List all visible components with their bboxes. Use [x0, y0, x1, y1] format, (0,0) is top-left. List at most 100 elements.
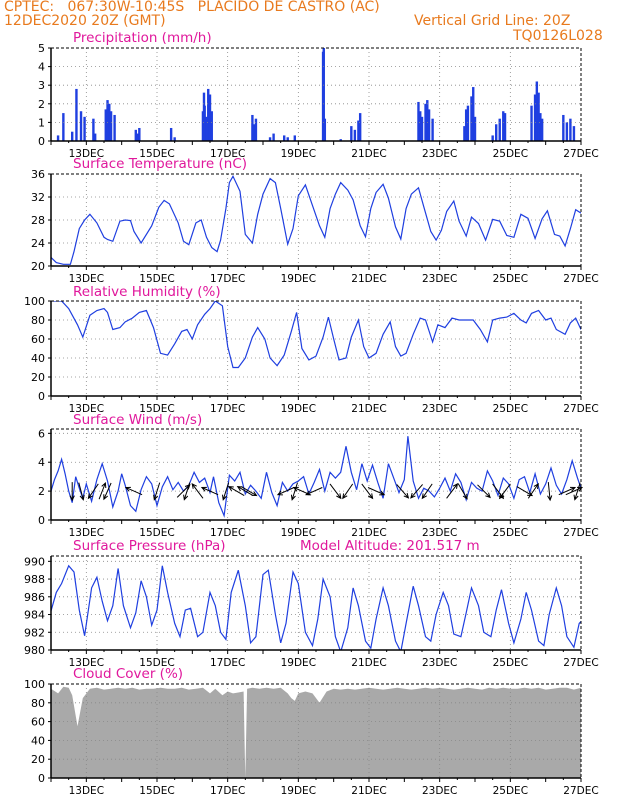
panel-2: 0 20 40 60 80 100 13DEC 15DEC 17DEC 19DEC 21DEC 23D… — [24, 284, 599, 415]
y-tick-label: 1 — [38, 116, 45, 129]
precip-bar — [350, 126, 353, 141]
x-tick-label: 17DEC — [210, 785, 245, 797]
precip-bar — [108, 103, 111, 141]
x-tick-label: 23DEC — [422, 527, 457, 539]
x-tick-label: 27DEC — [563, 527, 598, 539]
precip-bar — [92, 118, 95, 141]
x-tick-label: 23DEC — [422, 273, 457, 285]
y-tick-label: 100 — [24, 678, 45, 691]
x-tick-label: 15DEC — [139, 273, 174, 285]
x-tick-label: 19DEC — [281, 785, 316, 797]
wind-arrow — [547, 482, 553, 502]
y-tick-label: 6 — [38, 427, 45, 440]
x-tick-label: 23DEC — [422, 785, 457, 797]
precip-bar — [106, 100, 109, 141]
wind-arrow — [367, 487, 386, 496]
wind-arrow — [78, 482, 85, 501]
precip-bar — [470, 96, 473, 141]
y-tick-label: 0 — [38, 390, 45, 403]
precip-bar — [427, 109, 431, 141]
precip-bar — [323, 118, 327, 141]
y-tick-label: 3 — [38, 79, 45, 92]
wind-arrow — [558, 486, 577, 496]
precip-bar — [113, 114, 116, 141]
y-tick-label: 984 — [24, 609, 45, 622]
x-tick-label: 27DEC — [563, 657, 598, 669]
precip-bar — [569, 118, 572, 141]
series-line — [51, 436, 581, 519]
x-tick-label: 21DEC — [351, 148, 386, 160]
wind-arrow — [342, 483, 354, 500]
x-tick-label: 19DEC — [281, 403, 316, 415]
x-tick-label: 25DEC — [493, 785, 528, 797]
panel-title: Surface Wind (m/s) — [73, 412, 202, 428]
y-tick-label: 20 — [31, 260, 45, 273]
precip-bar — [495, 124, 498, 141]
panel-3: 0 2 4 6 13DEC 15DEC 17DEC 19DEC 21DEC 23DEC 25DEC 2… — [38, 412, 599, 539]
precip-bar — [539, 113, 542, 141]
precip-bar — [417, 101, 420, 141]
precip-bar — [283, 135, 286, 141]
y-tick-label: 2 — [38, 485, 45, 498]
x-tick-label: 21DEC — [351, 527, 386, 539]
precip-bar — [207, 88, 210, 141]
precip-bar — [203, 105, 206, 141]
precip-bar — [562, 114, 565, 141]
y-tick-label: 5 — [38, 42, 45, 55]
x-tick-label: 17DEC — [210, 273, 245, 285]
precip-bar — [464, 109, 468, 141]
x-tick-label: 27DEC — [563, 403, 598, 415]
x-tick-label: 19DEC — [281, 273, 316, 285]
wind-arrow — [191, 482, 204, 499]
x-tick-label: 23DEC — [422, 403, 457, 415]
precip-bar — [205, 116, 208, 141]
y-tick-label: 100 — [24, 295, 45, 308]
x-tick-label: 15DEC — [139, 527, 174, 539]
x-tick-label: 27DEC — [563, 148, 598, 160]
wind-arrow — [183, 482, 191, 501]
precip-bar — [339, 139, 342, 141]
panel-title: Relative Humidity (%) — [73, 284, 221, 300]
panel-title: Cloud Cover (%) — [73, 666, 183, 682]
precip-bar — [169, 127, 173, 141]
precip-bar — [75, 88, 78, 141]
precip-bar — [472, 87, 475, 141]
precip-bar — [286, 137, 289, 141]
y-tick-label: 0 — [38, 135, 45, 148]
header-model-code: TQ0126L028 — [513, 28, 603, 44]
x-tick-label: 23DEC — [422, 657, 457, 669]
precip-bar — [503, 113, 507, 141]
precip-bar — [535, 81, 539, 141]
y-tick-label: 988 — [24, 573, 45, 586]
x-tick-label: 21DEC — [351, 403, 386, 415]
wind-arrow — [329, 483, 342, 500]
x-tick-label: 21DEC — [351, 785, 386, 797]
precip-bar — [254, 118, 258, 141]
precip-bar — [268, 137, 272, 141]
panel-title: Precipitation (mm/h) — [73, 30, 212, 46]
series-line — [51, 564, 581, 650]
precip-bar — [109, 111, 113, 141]
x-tick-label: 21DEC — [351, 273, 386, 285]
wind-arrow — [527, 482, 539, 499]
x-tick-label: 13DEC — [69, 785, 104, 797]
y-tick-label: 60 — [31, 716, 45, 729]
y-tick-label: 20 — [31, 753, 45, 766]
panel-0: 0 1 2 3 4 5 13DEC 15DEC 17DEC 19DEC 21DEC 23DEC 25DE… — [38, 30, 599, 160]
y-tick-label: 60 — [31, 333, 45, 346]
precip-bar — [252, 124, 256, 141]
wind-arrow — [236, 486, 254, 497]
precip-bar — [358, 113, 362, 141]
precip-bar — [138, 127, 141, 141]
cloud-area — [51, 686, 581, 778]
y-tick-label: 32 — [31, 191, 45, 204]
x-tick-label: 19DEC — [281, 657, 316, 669]
precip-bar — [572, 126, 576, 141]
x-tick-label: 23DEC — [422, 148, 457, 160]
precip-bar — [420, 116, 424, 141]
y-tick-label: 20 — [31, 371, 45, 384]
x-tick-label: 27DEC — [563, 273, 598, 285]
precip-bar — [83, 116, 86, 141]
y-tick-label: 2 — [38, 98, 45, 111]
precip-bar — [431, 118, 434, 141]
